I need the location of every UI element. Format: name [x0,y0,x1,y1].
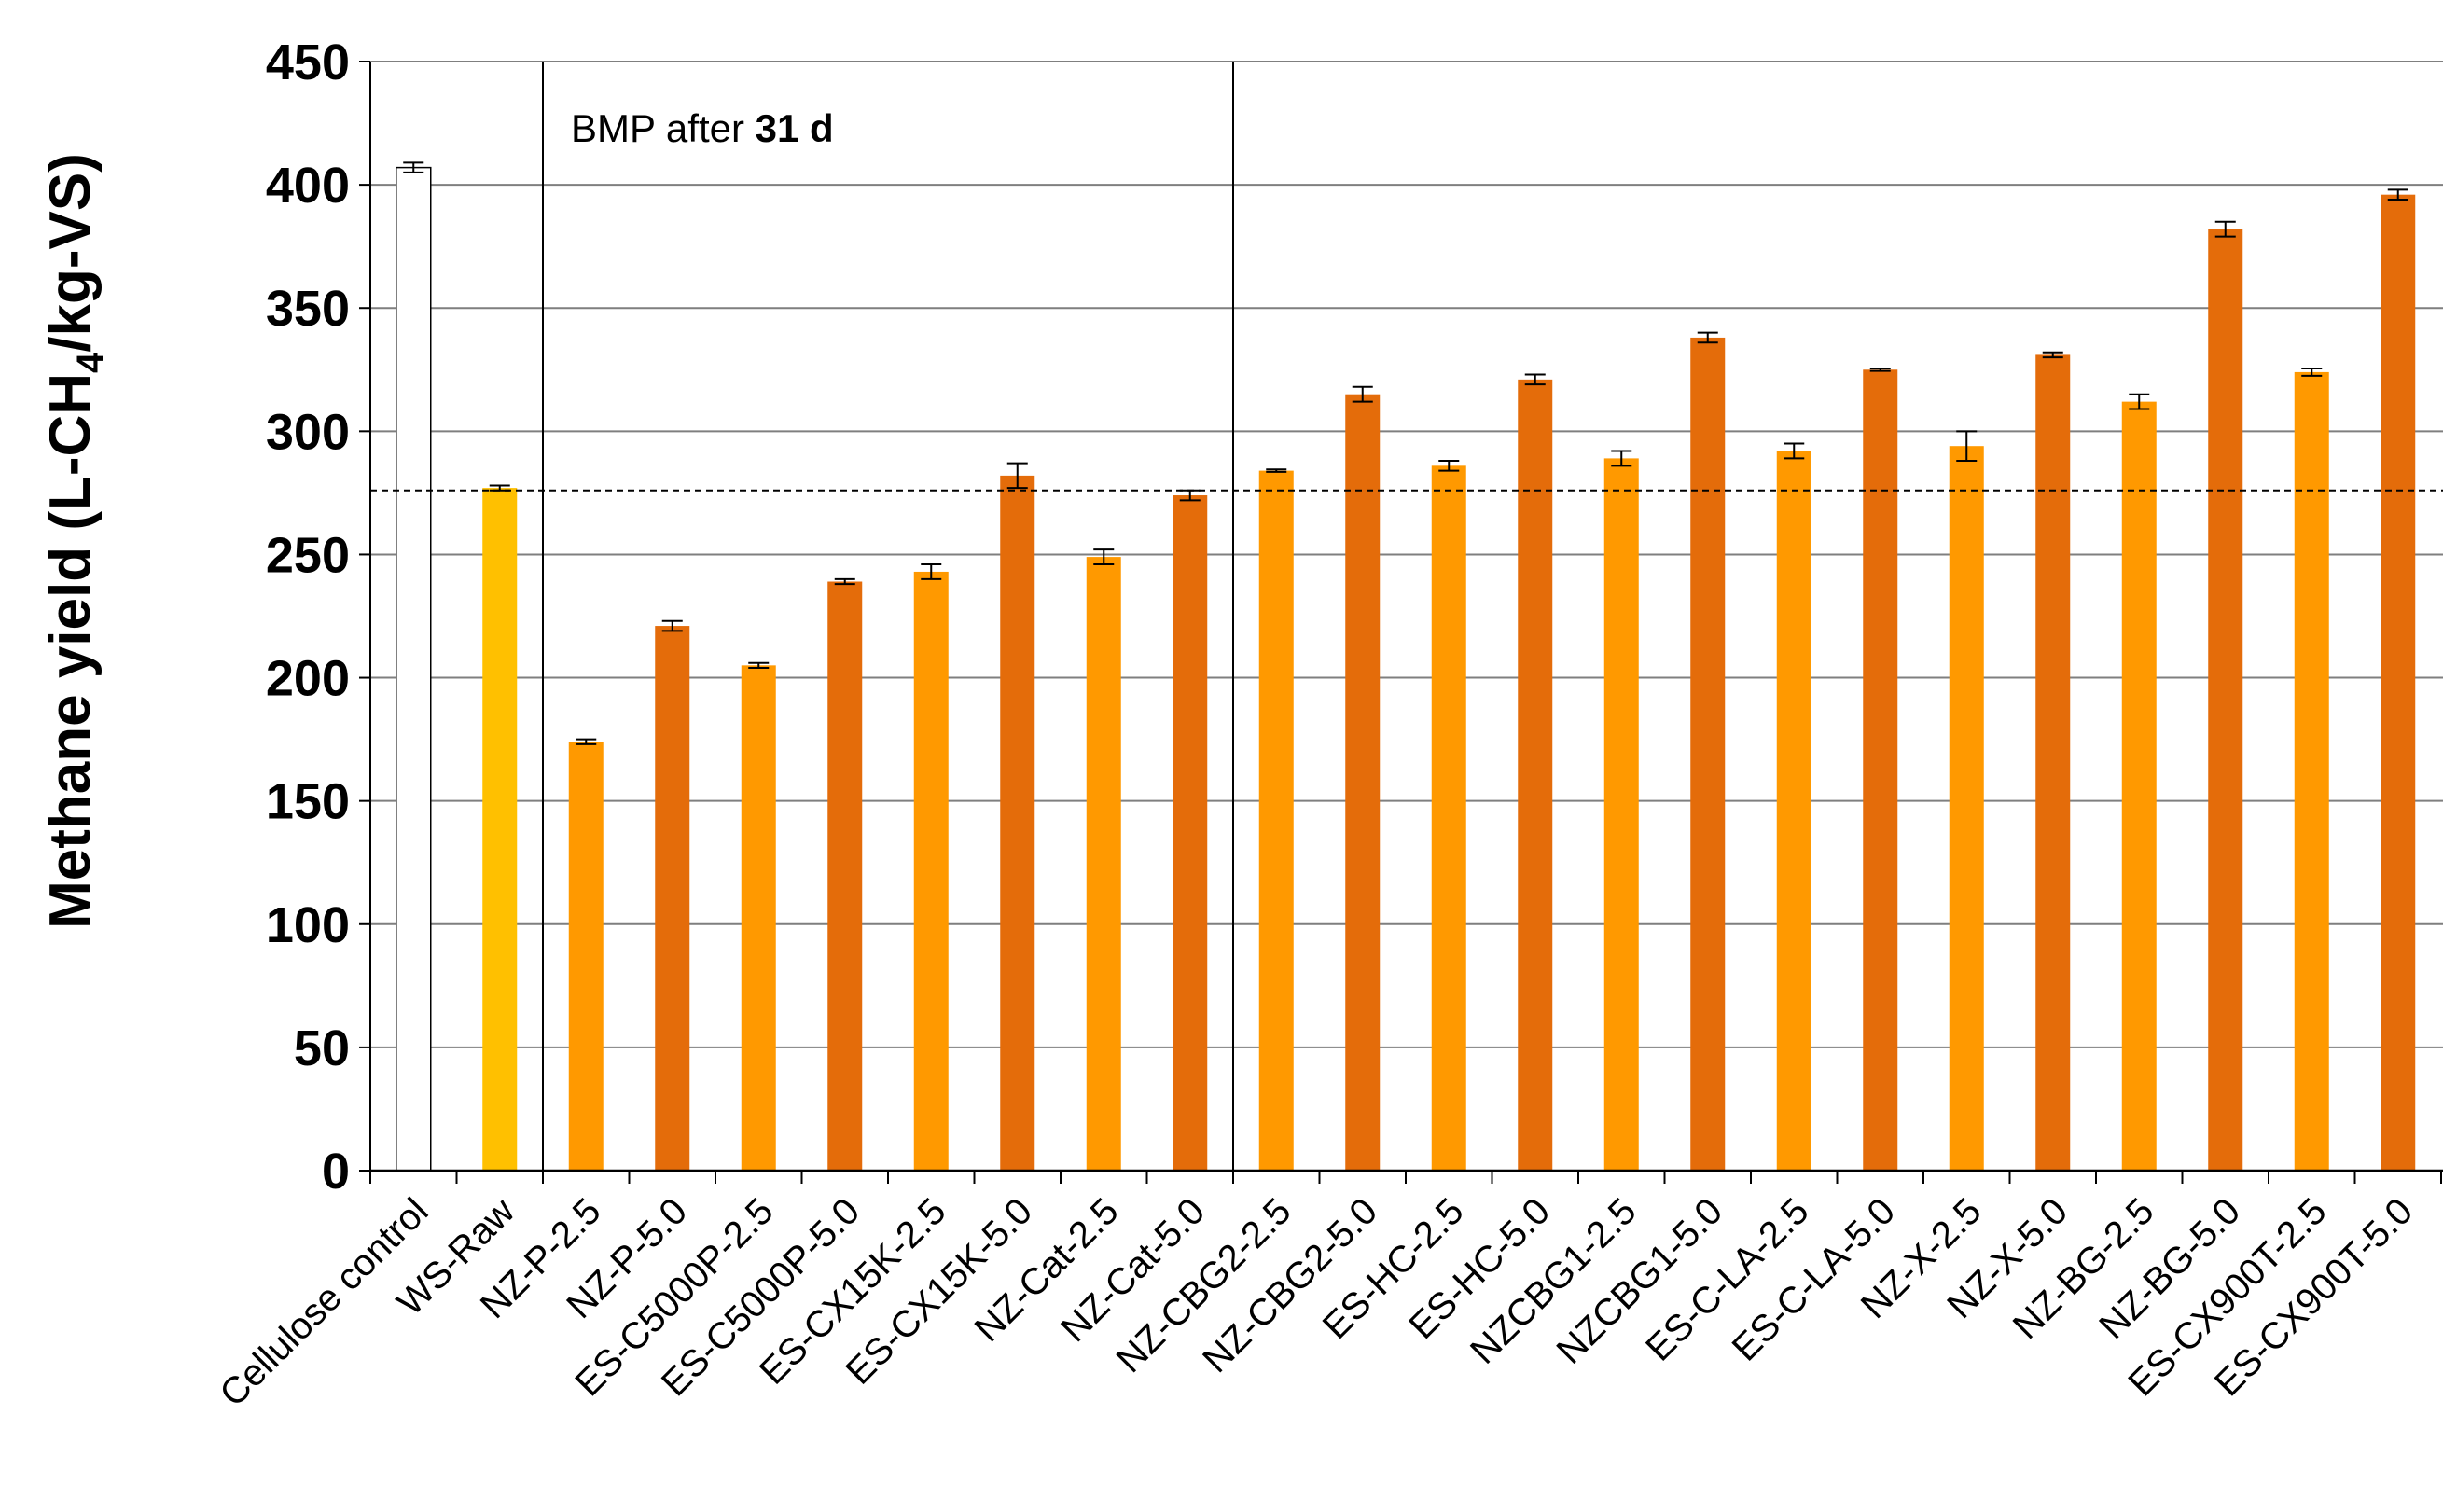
bar [2294,371,2329,1171]
y-tick-label: 200 [266,651,350,707]
bar [2381,194,2416,1172]
bar [1518,379,1553,1171]
bar [2121,401,2157,1171]
bar [2035,354,2071,1171]
bar [1000,475,1035,1172]
bar [568,742,604,1171]
grid-lines [370,61,2443,1048]
bar [1603,458,1639,1171]
bar [1776,451,1811,1172]
y-tick-label: 0 [322,1144,350,1200]
bar [482,488,518,1171]
bar [1258,470,1294,1171]
axes [359,61,2443,1184]
annotation-bold: 31 d [756,106,834,150]
y-tick-label: 150 [266,774,350,830]
bar [1690,337,1726,1171]
y-axis-label-prefix: Methane yield (L-CH [38,373,103,929]
annotation-plain: BMP after [571,106,756,150]
bar [741,665,776,1171]
bar [1173,495,1208,1171]
bars [396,166,2416,1172]
y-tick-label: 100 [266,897,350,953]
error-bars [403,161,2408,745]
bar [1345,394,1381,1171]
bar [1949,446,1984,1172]
bar [655,626,690,1171]
x-tick-labels: Cellulose controlWS-RawNZ-P-2.5NZ-P-5.0E… [212,1190,2421,1414]
y-tick-label: 400 [266,158,350,214]
y-tick-label: 50 [294,1020,350,1076]
y-tick-label: 350 [266,281,350,337]
y-axis-label-suffix: /kg-VS) [38,153,103,353]
y-axis-label: Methane yield (L-CH4/kg-VS) [38,153,111,929]
y-tick-label: 250 [266,527,350,583]
bar [827,581,863,1171]
bar [1431,465,1466,1171]
bar [1863,369,1898,1171]
y-tick-labels: 0 50 100 150 200 250 300 350 400 450 [266,35,350,1200]
y-tick-label: 450 [266,35,350,90]
bar [913,571,949,1171]
bar [2208,229,2243,1171]
y-tick-label: 300 [266,404,350,460]
annotation-text: BMP after 31 d [571,106,834,150]
y-axis-label-subscript: 4 [70,352,111,373]
bar [1086,557,1121,1171]
bar [396,166,432,1172]
